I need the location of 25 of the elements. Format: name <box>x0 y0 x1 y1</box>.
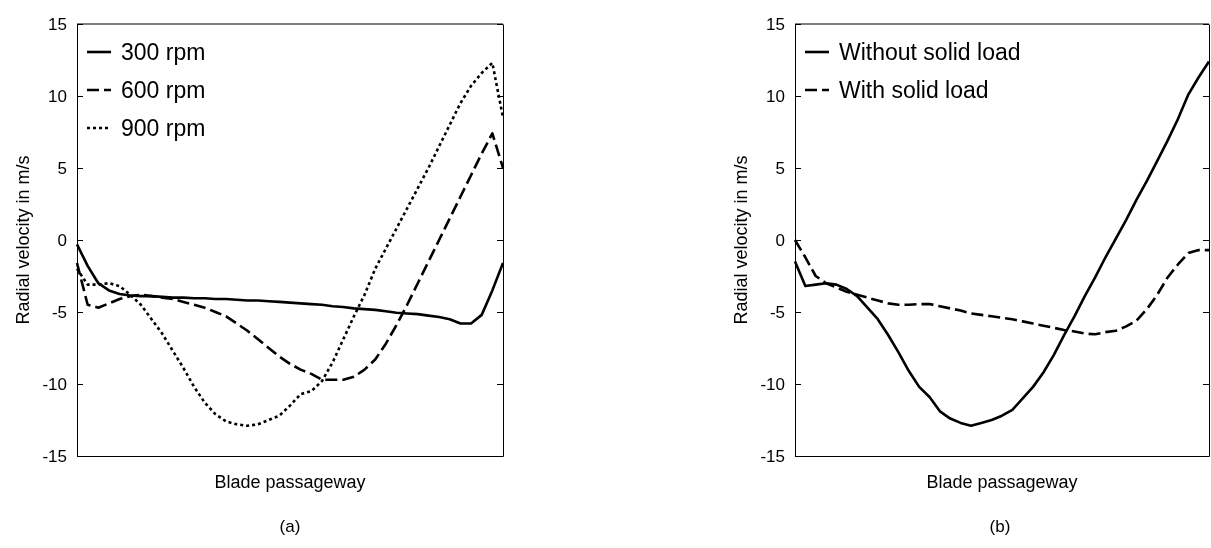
legend-label: 300 rpm <box>121 39 206 65</box>
y-tick-label: 15 <box>766 14 785 34</box>
y-tick-label: 10 <box>766 86 785 106</box>
legend-label: 900 rpm <box>121 115 206 141</box>
y-tick-label: -15 <box>42 446 67 466</box>
y-tick-label: 0 <box>57 230 67 250</box>
legend-label: 600 rpm <box>121 77 206 103</box>
y-tick-label: -10 <box>760 374 785 394</box>
y-axis-title: Radial velocity in m/s <box>13 155 33 325</box>
x-axis-title: Blade passageway <box>926 472 1078 492</box>
y-tick-label: 5 <box>775 158 785 178</box>
text: (b) <box>989 517 1011 536</box>
legend-label: Without solid load <box>839 39 1021 65</box>
text: (a) <box>279 517 301 536</box>
y-tick-label: -15 <box>760 446 785 466</box>
y-tick-label: 15 <box>48 14 67 34</box>
y-tick-label: -10 <box>42 374 67 394</box>
y-tick-label: 0 <box>775 230 785 250</box>
y-tick-label: 10 <box>48 86 67 106</box>
y-tick-label: -5 <box>769 302 785 322</box>
y-tick-label: -5 <box>51 302 67 322</box>
x-axis-title: Blade passageway <box>214 472 366 492</box>
y-tick-label: 5 <box>57 158 67 178</box>
legend-label: With solid load <box>839 77 989 103</box>
y-axis-title: Radial velocity in m/s <box>731 155 751 325</box>
